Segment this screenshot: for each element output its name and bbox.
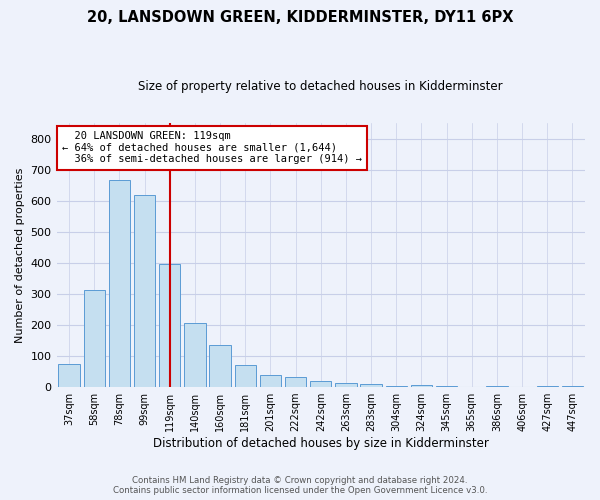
Text: Contains HM Land Registry data © Crown copyright and database right 2024.
Contai: Contains HM Land Registry data © Crown c… xyxy=(113,476,487,495)
Bar xyxy=(310,382,331,387)
Bar xyxy=(209,345,231,387)
Bar xyxy=(285,377,307,387)
Text: 20 LANSDOWN GREEN: 119sqm
← 64% of detached houses are smaller (1,644)
  36% of : 20 LANSDOWN GREEN: 119sqm ← 64% of detac… xyxy=(62,131,362,164)
Bar xyxy=(58,364,80,387)
Bar xyxy=(486,386,508,387)
Bar xyxy=(386,386,407,387)
Bar xyxy=(83,290,105,387)
Bar xyxy=(335,383,356,387)
Bar xyxy=(361,384,382,387)
Text: 20, LANSDOWN GREEN, KIDDERMINSTER, DY11 6PX: 20, LANSDOWN GREEN, KIDDERMINSTER, DY11 … xyxy=(87,10,513,25)
Bar xyxy=(411,384,432,387)
Title: Size of property relative to detached houses in Kidderminster: Size of property relative to detached ho… xyxy=(139,80,503,93)
Bar xyxy=(562,386,583,387)
Y-axis label: Number of detached properties: Number of detached properties xyxy=(15,168,25,343)
Bar xyxy=(159,264,181,387)
X-axis label: Distribution of detached houses by size in Kidderminster: Distribution of detached houses by size … xyxy=(153,437,489,450)
Bar xyxy=(134,196,155,387)
Bar xyxy=(436,386,457,387)
Bar xyxy=(184,324,206,387)
Bar xyxy=(260,374,281,387)
Bar xyxy=(536,386,558,387)
Bar xyxy=(109,180,130,387)
Bar xyxy=(235,366,256,387)
